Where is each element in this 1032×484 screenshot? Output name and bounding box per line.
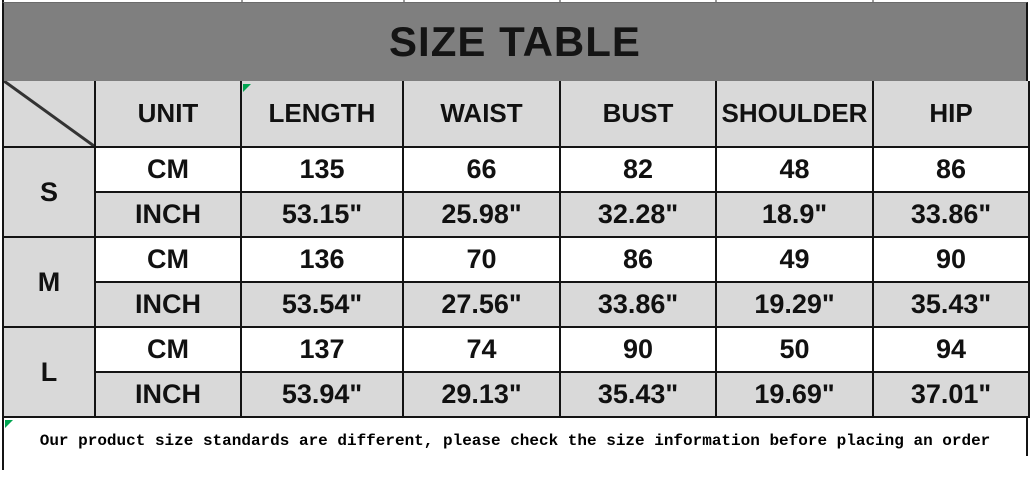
column-header-bust: BUST <box>559 81 717 148</box>
table-row-inch: INCH 53.15" 25.98" 32.28" 18.9" 33.86" <box>3 191 1030 238</box>
value-cell: 29.13" <box>402 371 561 418</box>
unit-cell: CM <box>94 326 242 373</box>
unit-cell: INCH <box>94 191 242 238</box>
size-table: UNIT LENGTH WAIST BUST SHOULDER HIP S CM 1… <box>2 81 1030 418</box>
value-cell: 53.94" <box>240 371 404 418</box>
size-table-body: S CM 135 66 82 48 86 INCH 53.15" 25.98" 32.28" 18.9… <box>2 146 1030 418</box>
unit-cell: CM <box>94 146 242 193</box>
value-cell: 35.43" <box>872 281 1030 328</box>
value-cell: 25.98" <box>402 191 561 238</box>
column-header-length: LENGTH <box>240 81 404 148</box>
size-note: Our product size standards are different… <box>39 432 991 450</box>
unit-cell: CM <box>94 236 242 283</box>
value-cell: 53.15" <box>240 191 404 238</box>
value-cell: 70 <box>402 236 561 283</box>
value-cell: 35.43" <box>559 371 717 418</box>
value-cell: 135 <box>240 146 404 193</box>
value-cell: 27.56" <box>402 281 561 328</box>
green-triangle-icon <box>5 420 13 428</box>
value-cell: 37.01" <box>872 371 1030 418</box>
unit-cell: INCH <box>94 281 242 328</box>
value-cell: 19.69" <box>715 371 874 418</box>
note-border-left <box>2 418 4 470</box>
green-triangle-icon <box>243 84 251 92</box>
value-cell: 19.29" <box>715 281 874 328</box>
diagonal-line-icon <box>4 81 94 146</box>
size-label-cell: L <box>2 326 96 418</box>
table-row-inch: INCH 53.54" 27.56" 33.86" 19.29" 35.43" <box>3 281 1030 328</box>
corner-diagonal-cell <box>2 81 96 148</box>
value-cell: 94 <box>872 326 1030 373</box>
size-label-cell: M <box>2 236 96 328</box>
grid-tick <box>872 0 874 2</box>
size-label-cell: S <box>2 146 96 238</box>
table-row-cm: L CM 137 74 90 50 94 <box>2 326 1030 418</box>
page-title: SIZE TABLE <box>389 18 641 65</box>
title-bar: SIZE TABLE <box>2 2 1028 81</box>
value-cell: 137 <box>240 326 404 373</box>
value-cell: 33.86" <box>872 191 1030 238</box>
value-cell: 49 <box>715 236 874 283</box>
value-cell: 50 <box>715 326 874 373</box>
value-cell: 136 <box>240 236 404 283</box>
grid-tick <box>715 0 717 2</box>
unit-cell: INCH <box>94 371 242 418</box>
value-cell: 74 <box>402 326 561 373</box>
column-header-shoulder: SHOULDER <box>715 81 874 148</box>
grid-tick <box>559 0 561 2</box>
column-header-unit: UNIT <box>94 81 242 148</box>
value-cell: 82 <box>559 146 717 193</box>
left-edge-stub <box>2 0 4 3</box>
value-cell: 86 <box>872 146 1030 193</box>
value-cell: 33.86" <box>559 281 717 328</box>
column-header-hip: HIP <box>872 81 1030 148</box>
value-cell: 90 <box>872 236 1030 283</box>
table-row-cm: M CM 136 70 86 49 90 <box>2 236 1030 328</box>
value-cell: 18.9" <box>715 191 874 238</box>
value-cell: 48 <box>715 146 874 193</box>
table-row-cm: S CM 135 66 82 48 86 <box>2 146 1030 238</box>
table-row-inch: INCH 53.94" 29.13" 35.43" 19.69" 37.01" <box>3 371 1030 418</box>
value-cell: 32.28" <box>559 191 717 238</box>
value-cell: 66 <box>402 146 561 193</box>
value-cell: 90 <box>559 326 717 373</box>
grid-tick <box>241 0 243 2</box>
value-cell: 53.54" <box>240 281 404 328</box>
note-border-right <box>1026 418 1028 456</box>
value-cell: 86 <box>559 236 717 283</box>
header-row: UNIT LENGTH WAIST BUST SHOULDER HIP <box>2 81 1030 148</box>
grid-tick <box>403 0 405 2</box>
column-header-waist: WAIST <box>402 81 561 148</box>
